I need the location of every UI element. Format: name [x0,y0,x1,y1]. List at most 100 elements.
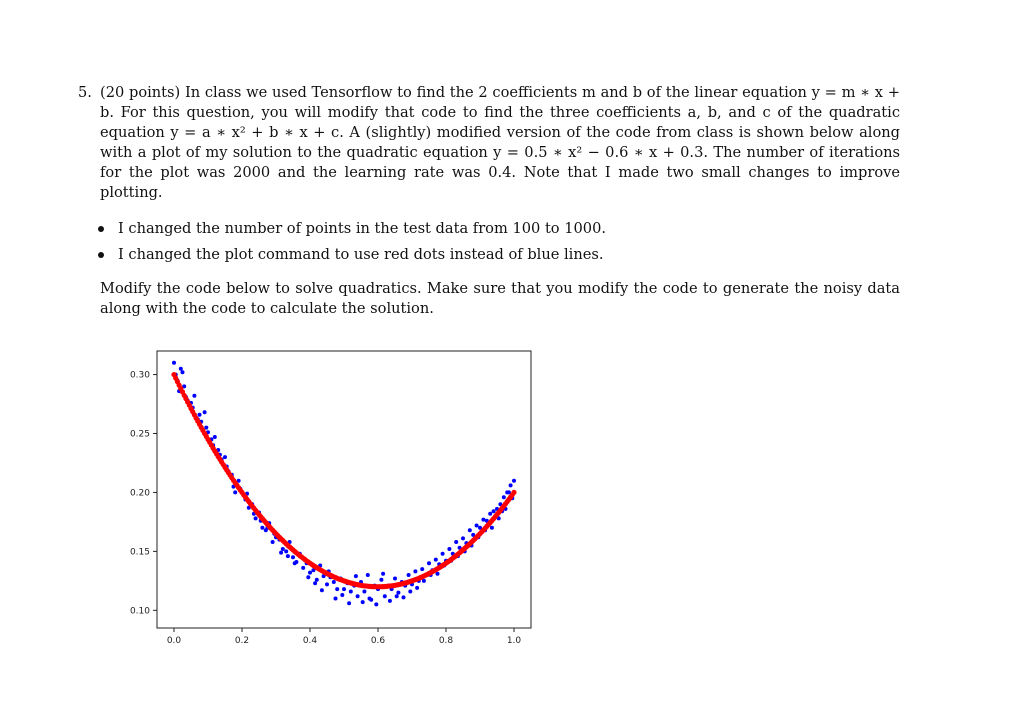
data-point [379,577,384,582]
data-point [301,565,306,570]
data-point [306,575,311,580]
list-item: I changed the number of points in the te… [98,219,900,239]
data-point [172,360,176,365]
y-tick-label: 0.20 [130,488,150,498]
data-point [212,435,217,439]
data-point [279,550,284,555]
data-point [367,596,372,601]
data-point [374,602,379,607]
data-point [491,509,496,514]
y-tick-label: 0.15 [130,547,150,557]
data-point [381,571,386,576]
data-point [348,589,353,594]
data-point [512,478,516,483]
data-point [461,536,465,541]
data-point [192,393,197,398]
data-point [415,585,420,590]
list-item: I changed the plot command to use red do… [98,245,900,265]
data-point [180,370,185,375]
plot-area [156,350,532,629]
data-point [178,366,183,371]
data-point [447,547,452,551]
data-point [197,412,202,417]
instruction-text: Modify the code below to solve quadratic… [100,280,900,317]
data-point [420,567,425,572]
data-point [394,594,399,599]
data-point [233,490,238,495]
data-point [440,551,445,556]
data-point [467,528,472,533]
data-point [314,577,319,582]
x-tick-label: 1.0 [507,636,522,646]
problem-intro: 5. (20 points) In class we used Tensorflo… [78,83,900,203]
data-point [260,525,265,530]
data-point [236,478,241,483]
x-tick-label: 0.2 [235,636,249,646]
bullet-icon [98,252,104,258]
data-point [333,596,338,601]
data-point [319,588,324,593]
data-point [382,594,387,599]
data-point [474,523,479,528]
bullet-icon [98,226,104,232]
data-point [311,568,316,573]
data-point [365,573,370,577]
data-point [360,600,365,605]
data-point [182,384,187,389]
y-tick-label: 0.30 [130,371,150,381]
data-point [508,483,513,488]
x-tick-label: 0.4 [303,636,318,646]
data-point [406,573,411,577]
data-point [331,580,336,584]
y-tick-label: 0.25 [130,430,150,440]
data-point [454,540,459,544]
data-point [223,455,227,460]
data-point [342,587,346,592]
x-tick-label: 0.0 [167,636,182,646]
x-tick-label: 0.6 [371,636,386,646]
data-point [501,495,506,500]
data-point [355,594,360,599]
data-point [506,490,511,495]
data-point [478,525,482,530]
data-point [401,595,406,600]
data-point [325,582,329,587]
data-point [393,576,397,581]
data-point [292,561,297,566]
x-tick-label: 0.8 [439,636,454,646]
data-point [387,598,392,603]
solution-plot: 0.0 0.2 0.4 0.6 0.8 1.0 0.10 0.15 0.20 0.25 0.30 [100,340,540,654]
data-point [335,587,340,592]
data-point [284,549,289,554]
problem-statement: 5. (20 points) In class we used Tensorflo… [78,83,900,319]
data-point [285,554,290,559]
data-point [408,589,413,594]
data-point [347,601,352,606]
data-point [433,557,438,562]
data-point [353,574,358,579]
data-point [396,590,401,595]
data-point [313,581,318,586]
data-point [435,571,440,576]
data-point [308,570,312,575]
data-point [340,593,345,597]
data-point [489,525,494,530]
data-point [202,410,207,415]
data-point [204,425,209,430]
data-point [457,545,462,550]
y-tick-label: 0.10 [130,606,150,616]
data-point [270,540,275,544]
data-point [481,517,486,522]
data-point [421,578,426,583]
data-point [280,547,285,551]
data-point [471,532,476,537]
data-point [427,561,431,566]
data-point [291,555,295,560]
data-point [413,569,418,574]
data-point [362,589,367,594]
data-point [253,516,258,521]
question-number: 5. [78,84,92,101]
data-point [488,511,493,516]
scatter-chart: 0.0 0.2 0.4 0.6 0.8 1.0 0.10 0.15 0.20 0.25 0.30 [130,350,532,646]
changes-list: I changed the number of points in the te… [78,219,900,265]
